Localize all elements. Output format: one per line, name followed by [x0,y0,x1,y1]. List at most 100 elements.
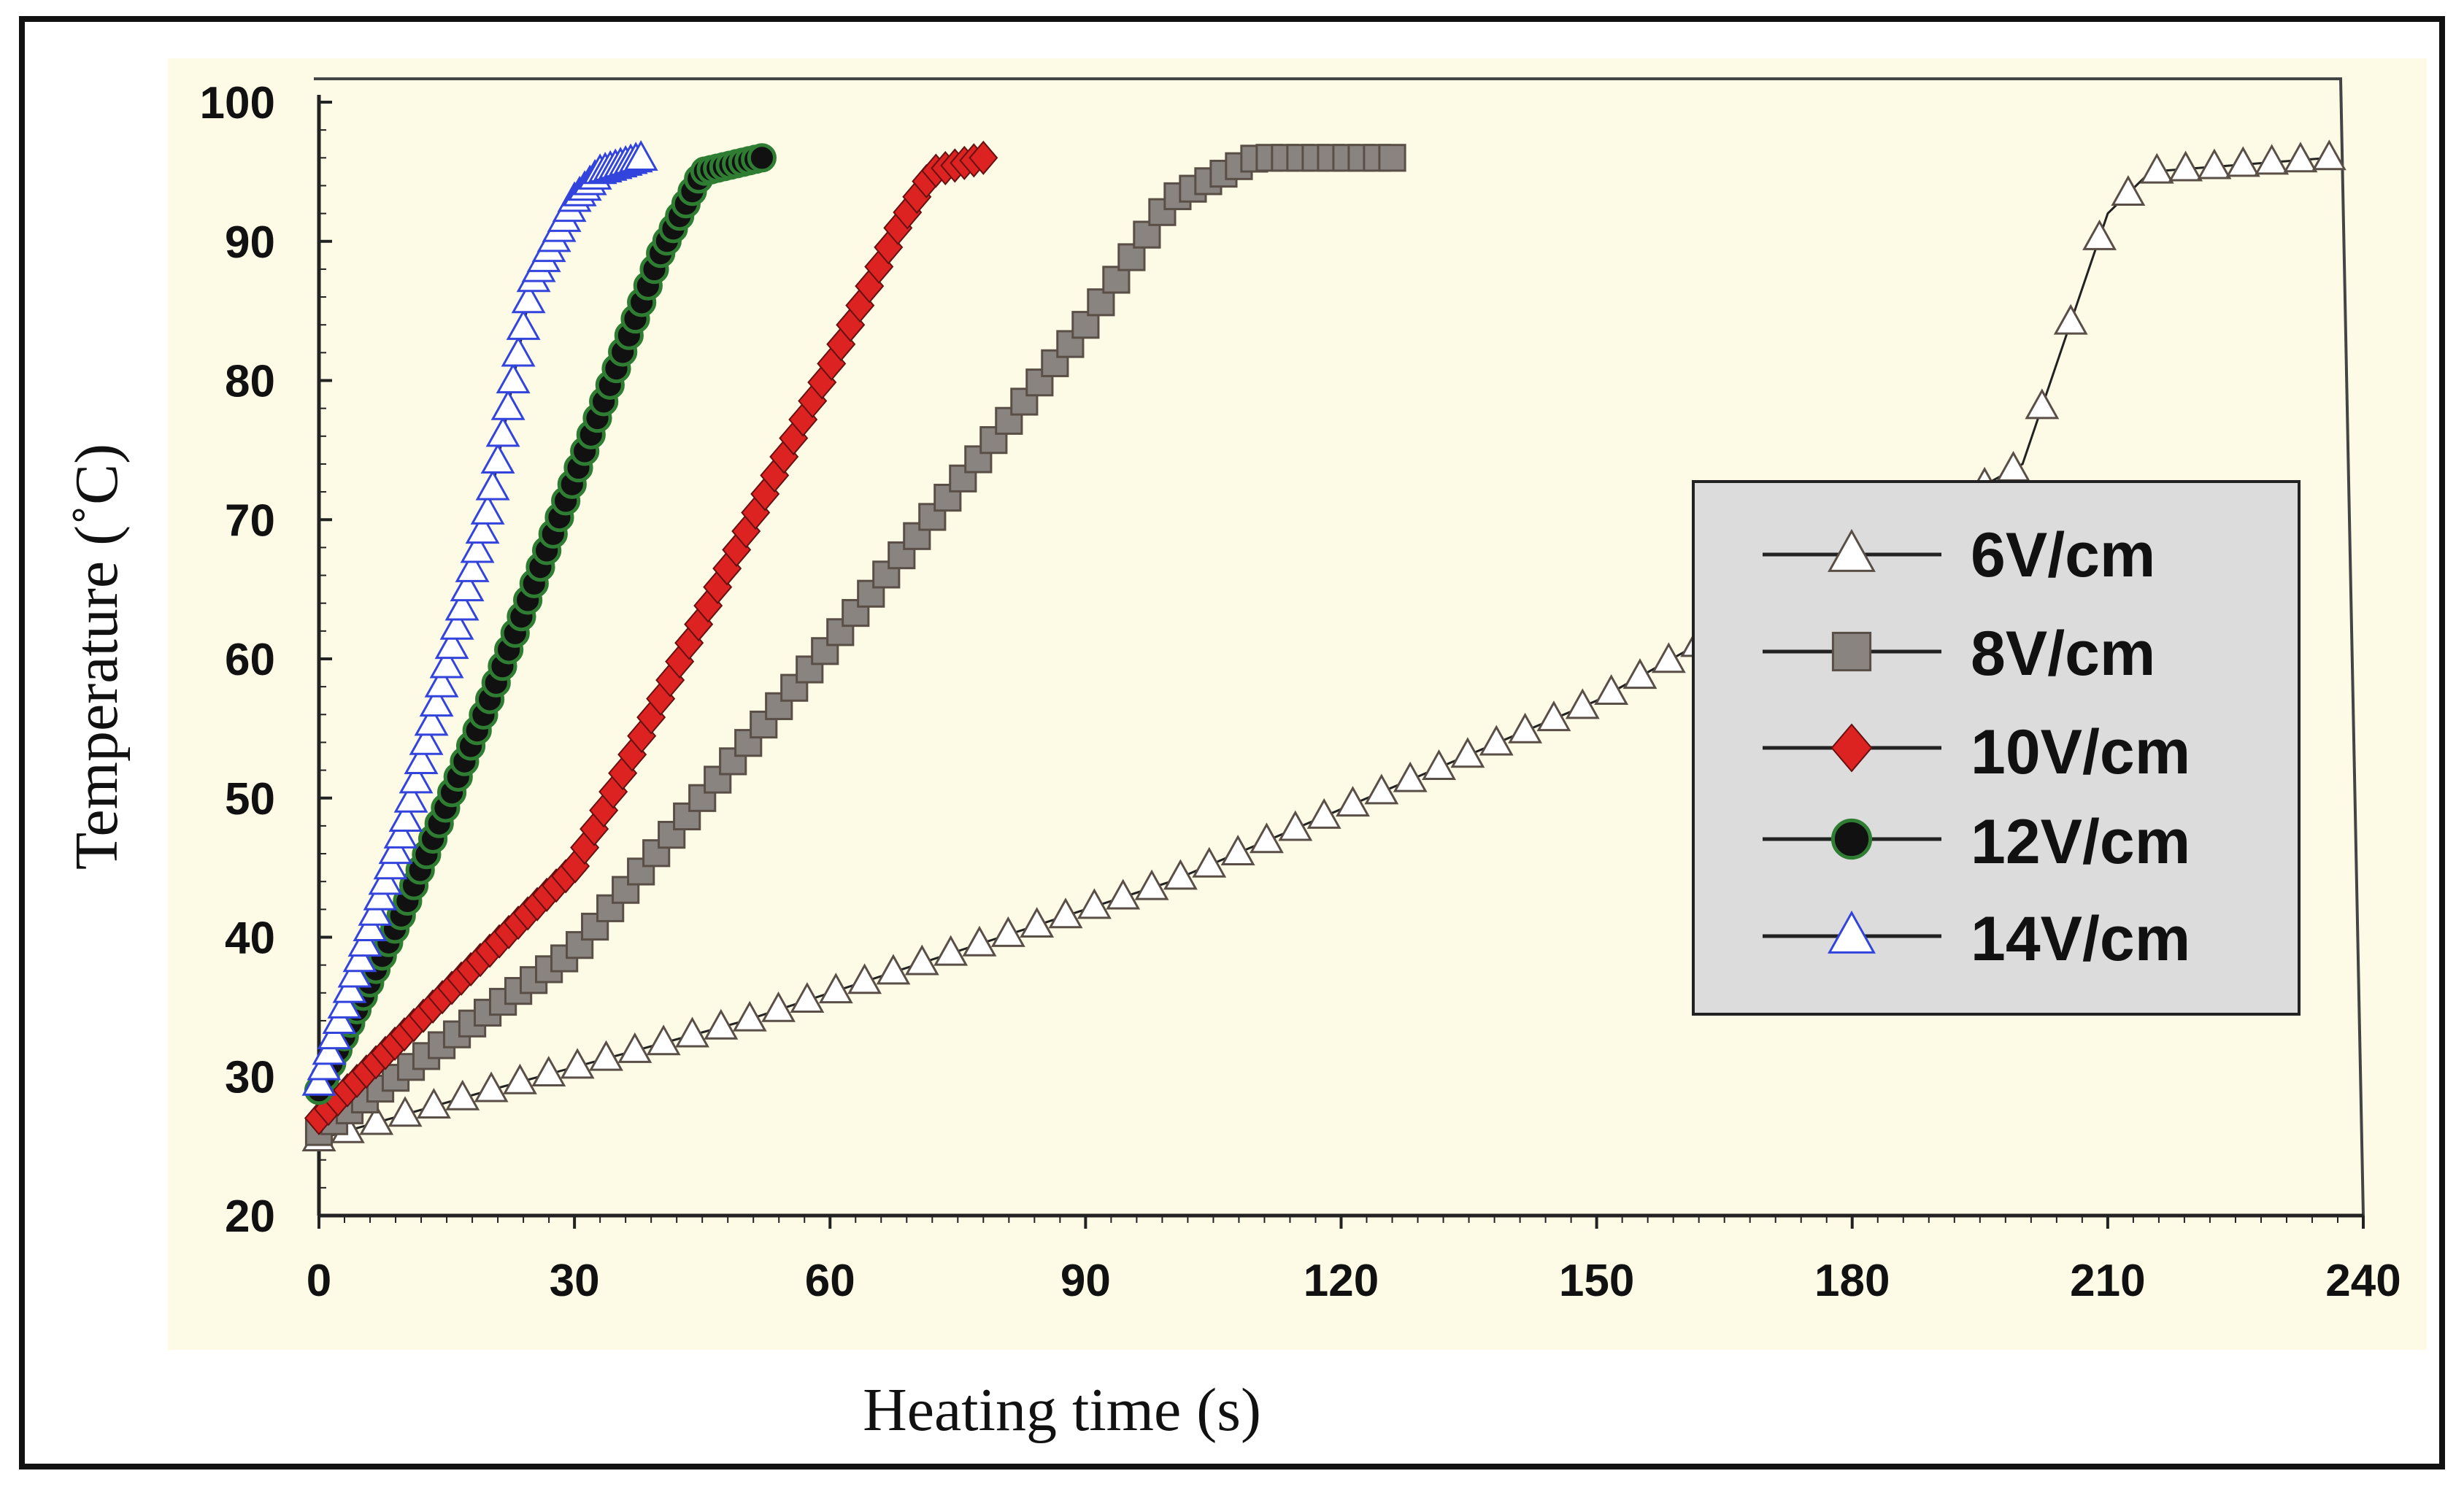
data-point [1220,835,1255,865]
data-point [465,513,500,544]
data-point [675,1016,709,1048]
y-tick-label: 50 [225,774,275,824]
data-point [383,817,418,849]
x-tick-label: 210 [2070,1256,2145,1306]
data-point [2139,152,2174,184]
data-point [962,925,997,957]
data-point [1450,737,1485,768]
data-point [1077,888,1112,919]
data-point [2025,388,2060,420]
data-point [439,609,474,640]
legend-label-6v: 6V/cm [1971,520,2155,590]
data-point [531,1056,566,1087]
data-point [1508,712,1543,744]
data-point [1479,725,1514,756]
data-point [2225,146,2260,177]
y-tick-label: 90 [225,217,275,268]
data-point [790,981,825,1013]
data-point [750,710,778,739]
data-point [445,1079,480,1111]
data-point [688,784,717,812]
data-point [474,1071,509,1102]
data-point [419,686,454,717]
series-6v-cm [301,139,2346,1151]
legend-label-8v: 8V/cm [1971,619,2155,689]
data-point [734,729,763,757]
data-point [393,781,428,813]
data-point [475,469,510,501]
data-point [1536,700,1571,732]
data-point [502,1063,537,1094]
data-point [363,879,398,911]
data-point [404,744,439,775]
y-tick-label: 40 [225,914,275,964]
axes: 0 30 60 90 120 150 180 210 240 20 30 40 50 60 70 80 90 10… [200,78,2401,1306]
legend-marker-circle [1830,818,1873,860]
data-point [434,628,469,660]
data-point [1651,642,1686,673]
data-point [826,618,855,646]
y-tick-label: 30 [225,1052,275,1102]
data-point [969,140,998,175]
data-point [933,935,969,966]
data-point [470,493,505,525]
legend-label-10v: 10V/cm [1971,717,2190,787]
data-point [2283,142,2318,173]
data-point [1364,773,1399,805]
legend-label-12v: 12V/cm [1971,807,2190,877]
x-tick-label: 90 [1060,1256,1111,1306]
data-point [704,1008,739,1040]
y-tick-label: 20 [225,1191,275,1242]
data-point [368,864,403,895]
x-tick-label: 30 [550,1256,600,1306]
data-point [1025,368,1054,397]
x-tick-label: 150 [1559,1256,1634,1306]
plot-border [314,77,2365,1216]
data-point [1048,897,1083,929]
data-point [307,1049,342,1081]
data-point [847,963,882,994]
data-point [2053,304,2088,335]
data-point [1071,311,1100,339]
data-point [1192,846,1227,878]
data-point [2197,148,2232,179]
data-point [414,705,449,736]
data-point [818,973,853,1004]
data-point [747,143,777,173]
legend-marker-triangle-open [1828,528,1876,572]
data-point [444,590,480,621]
data-point [2111,175,2146,206]
data-point [623,139,658,171]
data-point [1622,658,1658,690]
data-point [1134,869,1169,900]
data-point [1020,907,1055,938]
y-tick-label: 100 [200,78,275,128]
data-point [460,532,495,563]
data-point [347,926,382,957]
data-point [399,762,434,794]
data-point [2255,144,2290,175]
data-point [1378,144,1406,172]
data-point [589,1040,623,1071]
y-axis-title: Temperature (˚C) [63,444,131,870]
data-point [388,1096,423,1127]
data-point [1278,810,1313,841]
legend-label-14v: 14V/cm [1971,904,2190,974]
data-point [490,389,525,420]
data-point [888,541,916,570]
x-tick-label: 60 [805,1256,855,1306]
x-tick-label: 180 [1814,1256,1890,1306]
data-point [409,724,444,755]
data-point [450,571,485,602]
data-point [455,551,490,582]
x-tick-label: 120 [1304,1256,1379,1306]
series-14v-cm [301,139,658,1096]
data-point [416,1087,451,1119]
data-point [358,895,393,926]
data-point [1250,822,1284,854]
data-point [1565,688,1600,719]
data-point [1148,198,1177,226]
data-point [761,991,796,1022]
data-point [322,1003,357,1034]
data-point [353,910,388,941]
